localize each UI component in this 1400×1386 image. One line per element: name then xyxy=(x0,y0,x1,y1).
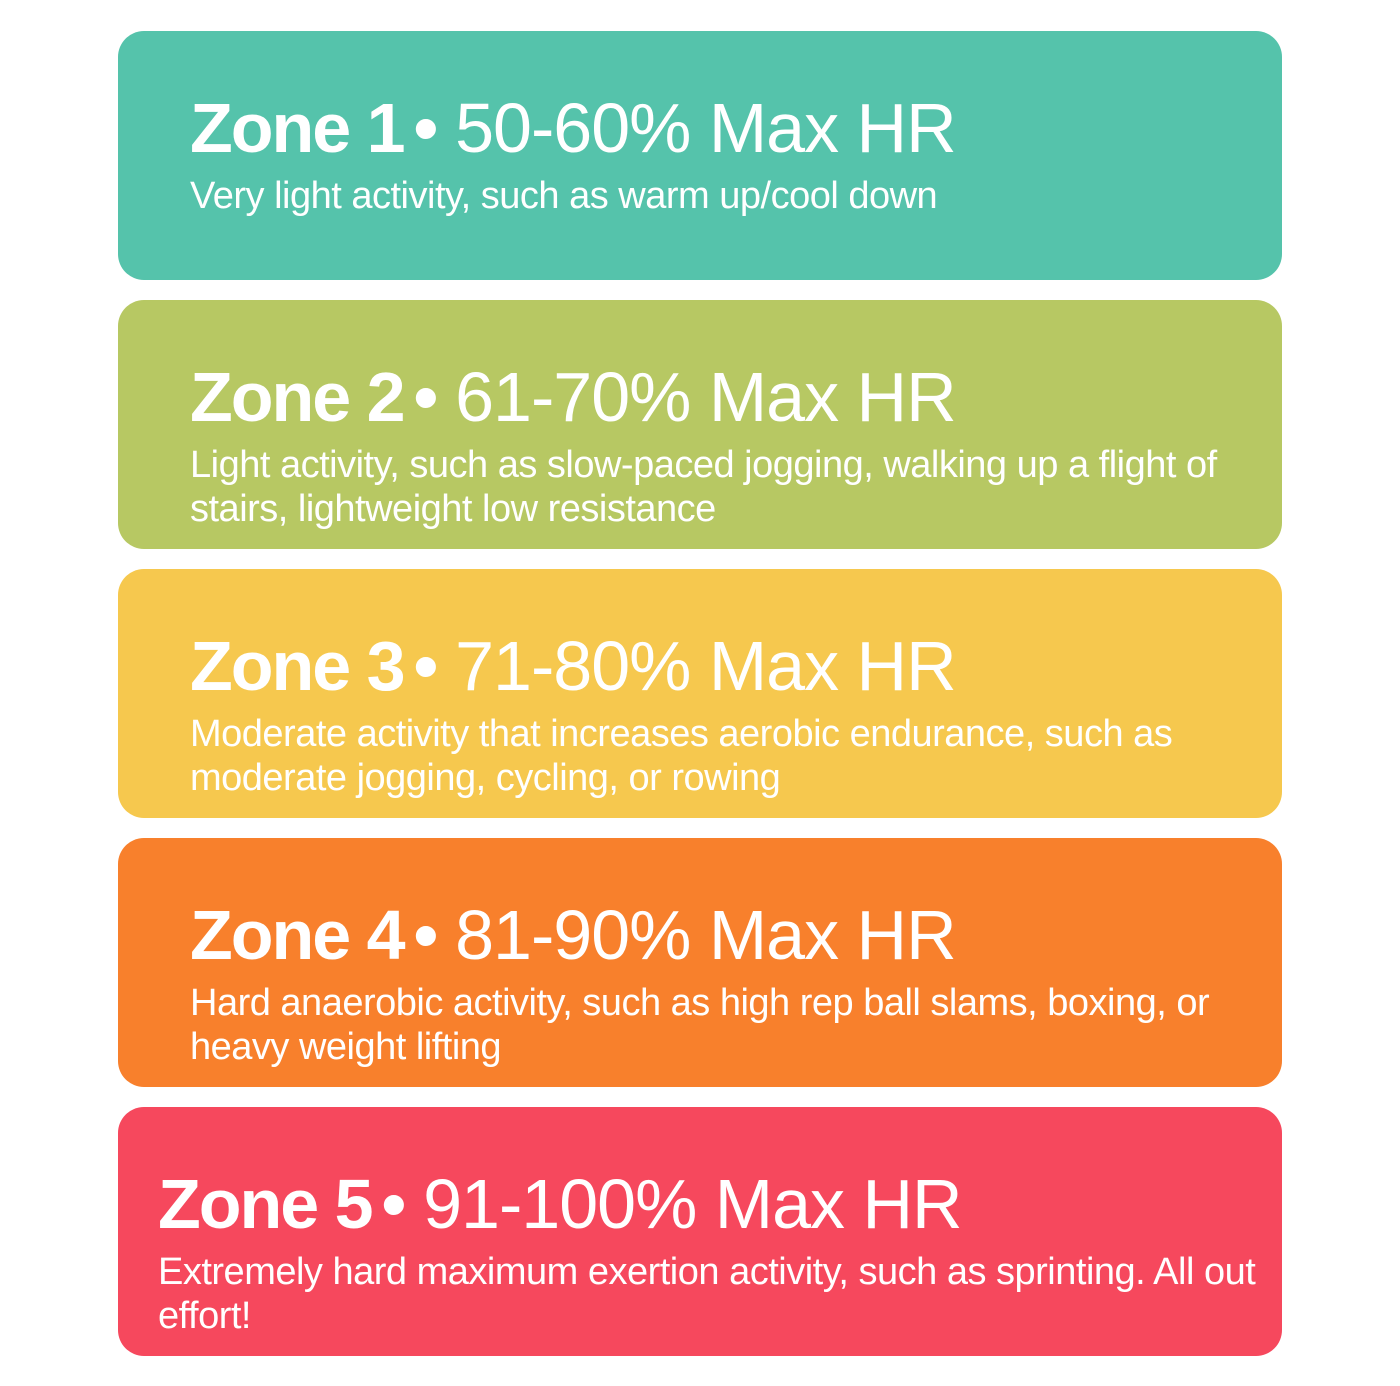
zone-3-heading: Zone 3 • 71-80% Max HR xyxy=(190,624,1274,708)
zone-4-name: Zone 4 xyxy=(190,896,406,974)
zone-4-description: Hard anaerobic activity, such as high re… xyxy=(190,982,1210,1068)
zone-5-range: 91-100% Max HR xyxy=(423,1165,962,1243)
zone-1-description: Very light activity, such as warm up/coo… xyxy=(190,175,938,217)
zone-2-name: Zone 2 xyxy=(190,358,406,436)
zone-5-description: Extremely hard maximum exertion activity… xyxy=(158,1251,1256,1337)
zone-2-description: Light activity, such as slow-paced joggi… xyxy=(190,444,1217,530)
zone-1-heading: Zone 1 • 50-60% Max HR xyxy=(190,86,1274,170)
zone-3-description: Moderate activity that increases aerobic… xyxy=(190,713,1173,799)
zone-5-separator: • xyxy=(381,1165,407,1243)
zone-5-name: Zone 5 xyxy=(158,1165,374,1243)
zone-card-3: Zone 3 • 71-80% Max HR Moderate activity t… xyxy=(118,569,1282,818)
zone-3-separator: • xyxy=(413,627,439,705)
zone-5-heading: Zone 5 • 91-100% Max HR xyxy=(158,1162,1274,1246)
zone-card-5: Zone 5 • 91-100% Max HR Extremely hard max… xyxy=(118,1107,1282,1356)
zone-card-1: Zone 1 • 50-60% Max HR Very light activity… xyxy=(118,31,1282,280)
zone-2-heading: Zone 2 • 61-70% Max HR xyxy=(190,355,1274,439)
zone-3-name: Zone 3 xyxy=(190,627,406,705)
zone-1-separator: • xyxy=(413,89,439,167)
zone-1-name: Zone 1 xyxy=(190,89,406,167)
zone-2-separator: • xyxy=(413,358,439,436)
zone-4-separator: • xyxy=(413,896,439,974)
zone-card-2: Zone 2 • 61-70% Max HR Light activity, suc… xyxy=(118,300,1282,549)
zone-card-4: Zone 4 • 81-90% Max HR Hard anaerobic acti… xyxy=(118,838,1282,1087)
zone-2-range: 61-70% Max HR xyxy=(455,358,957,436)
zone-3-range: 71-80% Max HR xyxy=(455,627,957,705)
zone-4-range: 81-90% Max HR xyxy=(455,896,957,974)
zone-1-range: 50-60% Max HR xyxy=(455,89,957,167)
zone-4-heading: Zone 4 • 81-90% Max HR xyxy=(190,893,1274,977)
